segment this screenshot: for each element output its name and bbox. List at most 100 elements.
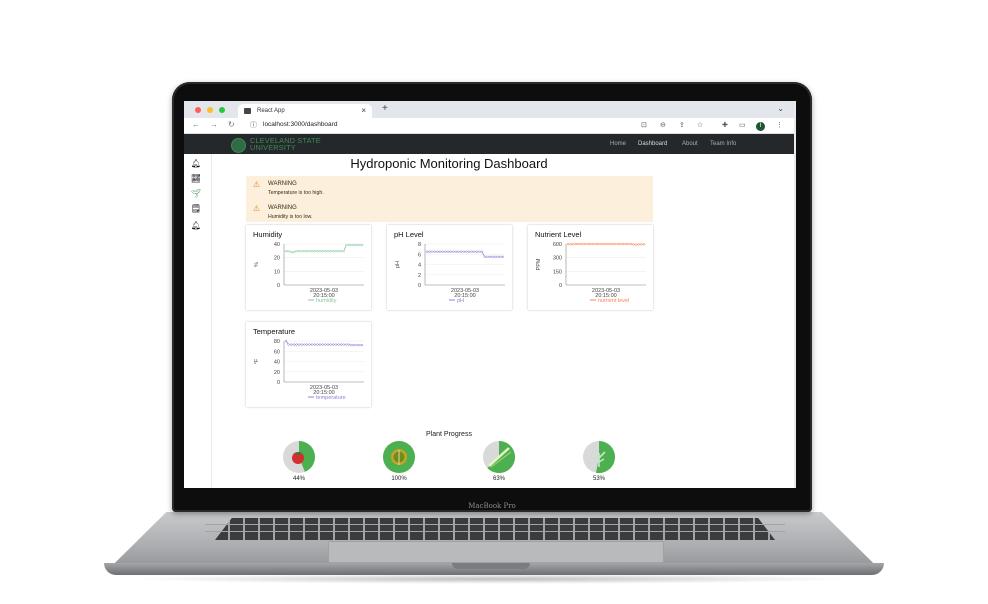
- progress-fill: [299, 441, 315, 472]
- browser-menu-icon[interactable]: ⋮: [776, 122, 783, 129]
- data-point: [595, 242, 598, 246]
- data-point: [574, 242, 578, 246]
- data-point: [287, 250, 290, 253]
- data-point: [308, 343, 311, 346]
- data-point: [632, 243, 635, 246]
- data-point: [337, 250, 340, 253]
- nav-link-about[interactable]: About: [682, 141, 698, 147]
- data-point: [352, 243, 356, 247]
- data-point: [438, 250, 442, 253]
- y-tick-label: 600: [553, 242, 562, 248]
- data-point: [358, 243, 361, 247]
- extensions-icon[interactable]: ✚: [722, 122, 728, 129]
- x-tick-time: 20:15:00: [454, 293, 475, 299]
- laptop-keyboard: [215, 518, 775, 540]
- y-tick-label: 150: [553, 269, 562, 275]
- plant-percent: 44%: [292, 476, 305, 482]
- reload-icon[interactable]: ↻: [228, 120, 235, 129]
- y-tick-label: 80: [274, 339, 280, 345]
- maximize-window-dot[interactable]: [219, 107, 225, 113]
- site-info-icon[interactable]: ⓘ: [250, 122, 257, 129]
- minimize-window-dot[interactable]: [207, 107, 213, 113]
- data-point: [324, 343, 327, 346]
- forward-arrow-icon[interactable]: →: [210, 120, 218, 129]
- ph-card: pH Level 8 6 4 2 0 pH 2023-05-03 20:15:00 pH: [387, 225, 512, 310]
- data-point: [436, 250, 439, 253]
- notification-bell-icon[interactable]: 🔔︎: [190, 159, 202, 168]
- data-point: [478, 250, 481, 253]
- zoom-icon[interactable]: ⊖: [660, 122, 666, 129]
- data-point: [305, 250, 309, 253]
- close-window-dot[interactable]: [195, 107, 201, 113]
- data-point: [297, 343, 301, 346]
- y-tick-label: 0: [559, 283, 562, 289]
- data-point: [303, 343, 306, 346]
- data-point: [342, 343, 345, 346]
- data-point: [326, 250, 330, 253]
- nav-link-home[interactable]: Home: [610, 141, 627, 147]
- data-point: [316, 343, 319, 346]
- browser-tab[interactable]: React App ×: [238, 104, 372, 118]
- tab-search-icon[interactable]: ⌄: [777, 104, 784, 113]
- report-icon[interactable]: 🗒︎: [190, 204, 202, 213]
- onion-leaf: [490, 451, 512, 468]
- data-point: [501, 255, 505, 258]
- data-point: [459, 250, 463, 253]
- alert-title: WARNING: [268, 181, 297, 187]
- chart-title: Temperature: [253, 327, 296, 336]
- laptop-base-lip: [104, 563, 884, 575]
- back-arrow-icon[interactable]: ←: [192, 120, 200, 129]
- address-bar[interactable]: ⓘ localhost:3000/dashboard: [246, 120, 636, 131]
- data-point: [334, 343, 337, 346]
- csu-logo-icon[interactable]: [231, 138, 246, 153]
- data-point: [352, 343, 356, 347]
- data-point: [290, 251, 293, 254]
- tomato-fruit: [292, 452, 304, 464]
- data-point: [350, 343, 353, 347]
- data-point: [590, 242, 593, 246]
- react-tab-icon: [244, 108, 251, 114]
- scrollbar[interactable]: [794, 101, 796, 488]
- plant-progress-herb: 53%: [575, 440, 623, 488]
- new-tab-button[interactable]: +: [382, 103, 388, 114]
- legend-label: humidity: [316, 298, 337, 304]
- alert-message: Humidity is too low.: [268, 214, 313, 220]
- herb-icon: [583, 441, 615, 473]
- nav-link-team-info[interactable]: Team Info: [710, 141, 737, 147]
- progress-fill: [596, 441, 615, 473]
- side-panel-icon[interactable]: ▭: [739, 122, 746, 129]
- laptop-brand-label: MacBook Pro: [468, 502, 516, 510]
- data-point: [467, 250, 471, 253]
- data-point: [579, 242, 583, 246]
- line-chart-icon[interactable]: 📈︎: [190, 174, 202, 183]
- data-point: [360, 243, 364, 247]
- bookmark-star-icon[interactable]: ☆: [697, 122, 704, 129]
- data-point: [311, 343, 314, 346]
- install-app-icon[interactable]: ⊡: [641, 122, 647, 129]
- y-tick-label: 60: [274, 349, 280, 355]
- humidity-card: Humidity 40 20 10 0% 2023-05-03 20:15:00 humid…: [246, 225, 371, 310]
- nav-link-dashboard[interactable]: Dashboard: [638, 141, 668, 147]
- profile-avatar[interactable]: I: [756, 122, 765, 131]
- y-tick-label: 40: [274, 360, 280, 366]
- plant-icon[interactable]: 🌱︎: [190, 189, 202, 198]
- data-point: [342, 250, 345, 253]
- alert-bell-icon[interactable]: 🔔︎: [190, 221, 202, 230]
- keyboard-row-divider: [205, 524, 785, 525]
- data-point: [324, 250, 327, 253]
- data-point: [284, 250, 288, 253]
- csu-logo-text[interactable]: CLEVELAND STATE UNIVERSITY: [250, 136, 321, 152]
- data-point: [358, 343, 361, 347]
- chart-title: Humidity: [253, 230, 283, 239]
- lettuce-icon-glyph: [391, 449, 407, 465]
- url-input[interactable]: localhost:3000/dashboard: [263, 121, 338, 128]
- plant-percent: 100%: [391, 476, 407, 482]
- data-point: [640, 243, 643, 246]
- chart-title: pH Level: [394, 230, 424, 239]
- data-point: [488, 255, 492, 258]
- temperature-card: Temperature 80 60 40 20 0 °F 2023-05-03 20:15:0…: [246, 322, 371, 407]
- share-icon[interactable]: ⇪: [679, 122, 685, 129]
- data-point: [491, 255, 494, 258]
- tab-close-icon[interactable]: ×: [361, 106, 366, 115]
